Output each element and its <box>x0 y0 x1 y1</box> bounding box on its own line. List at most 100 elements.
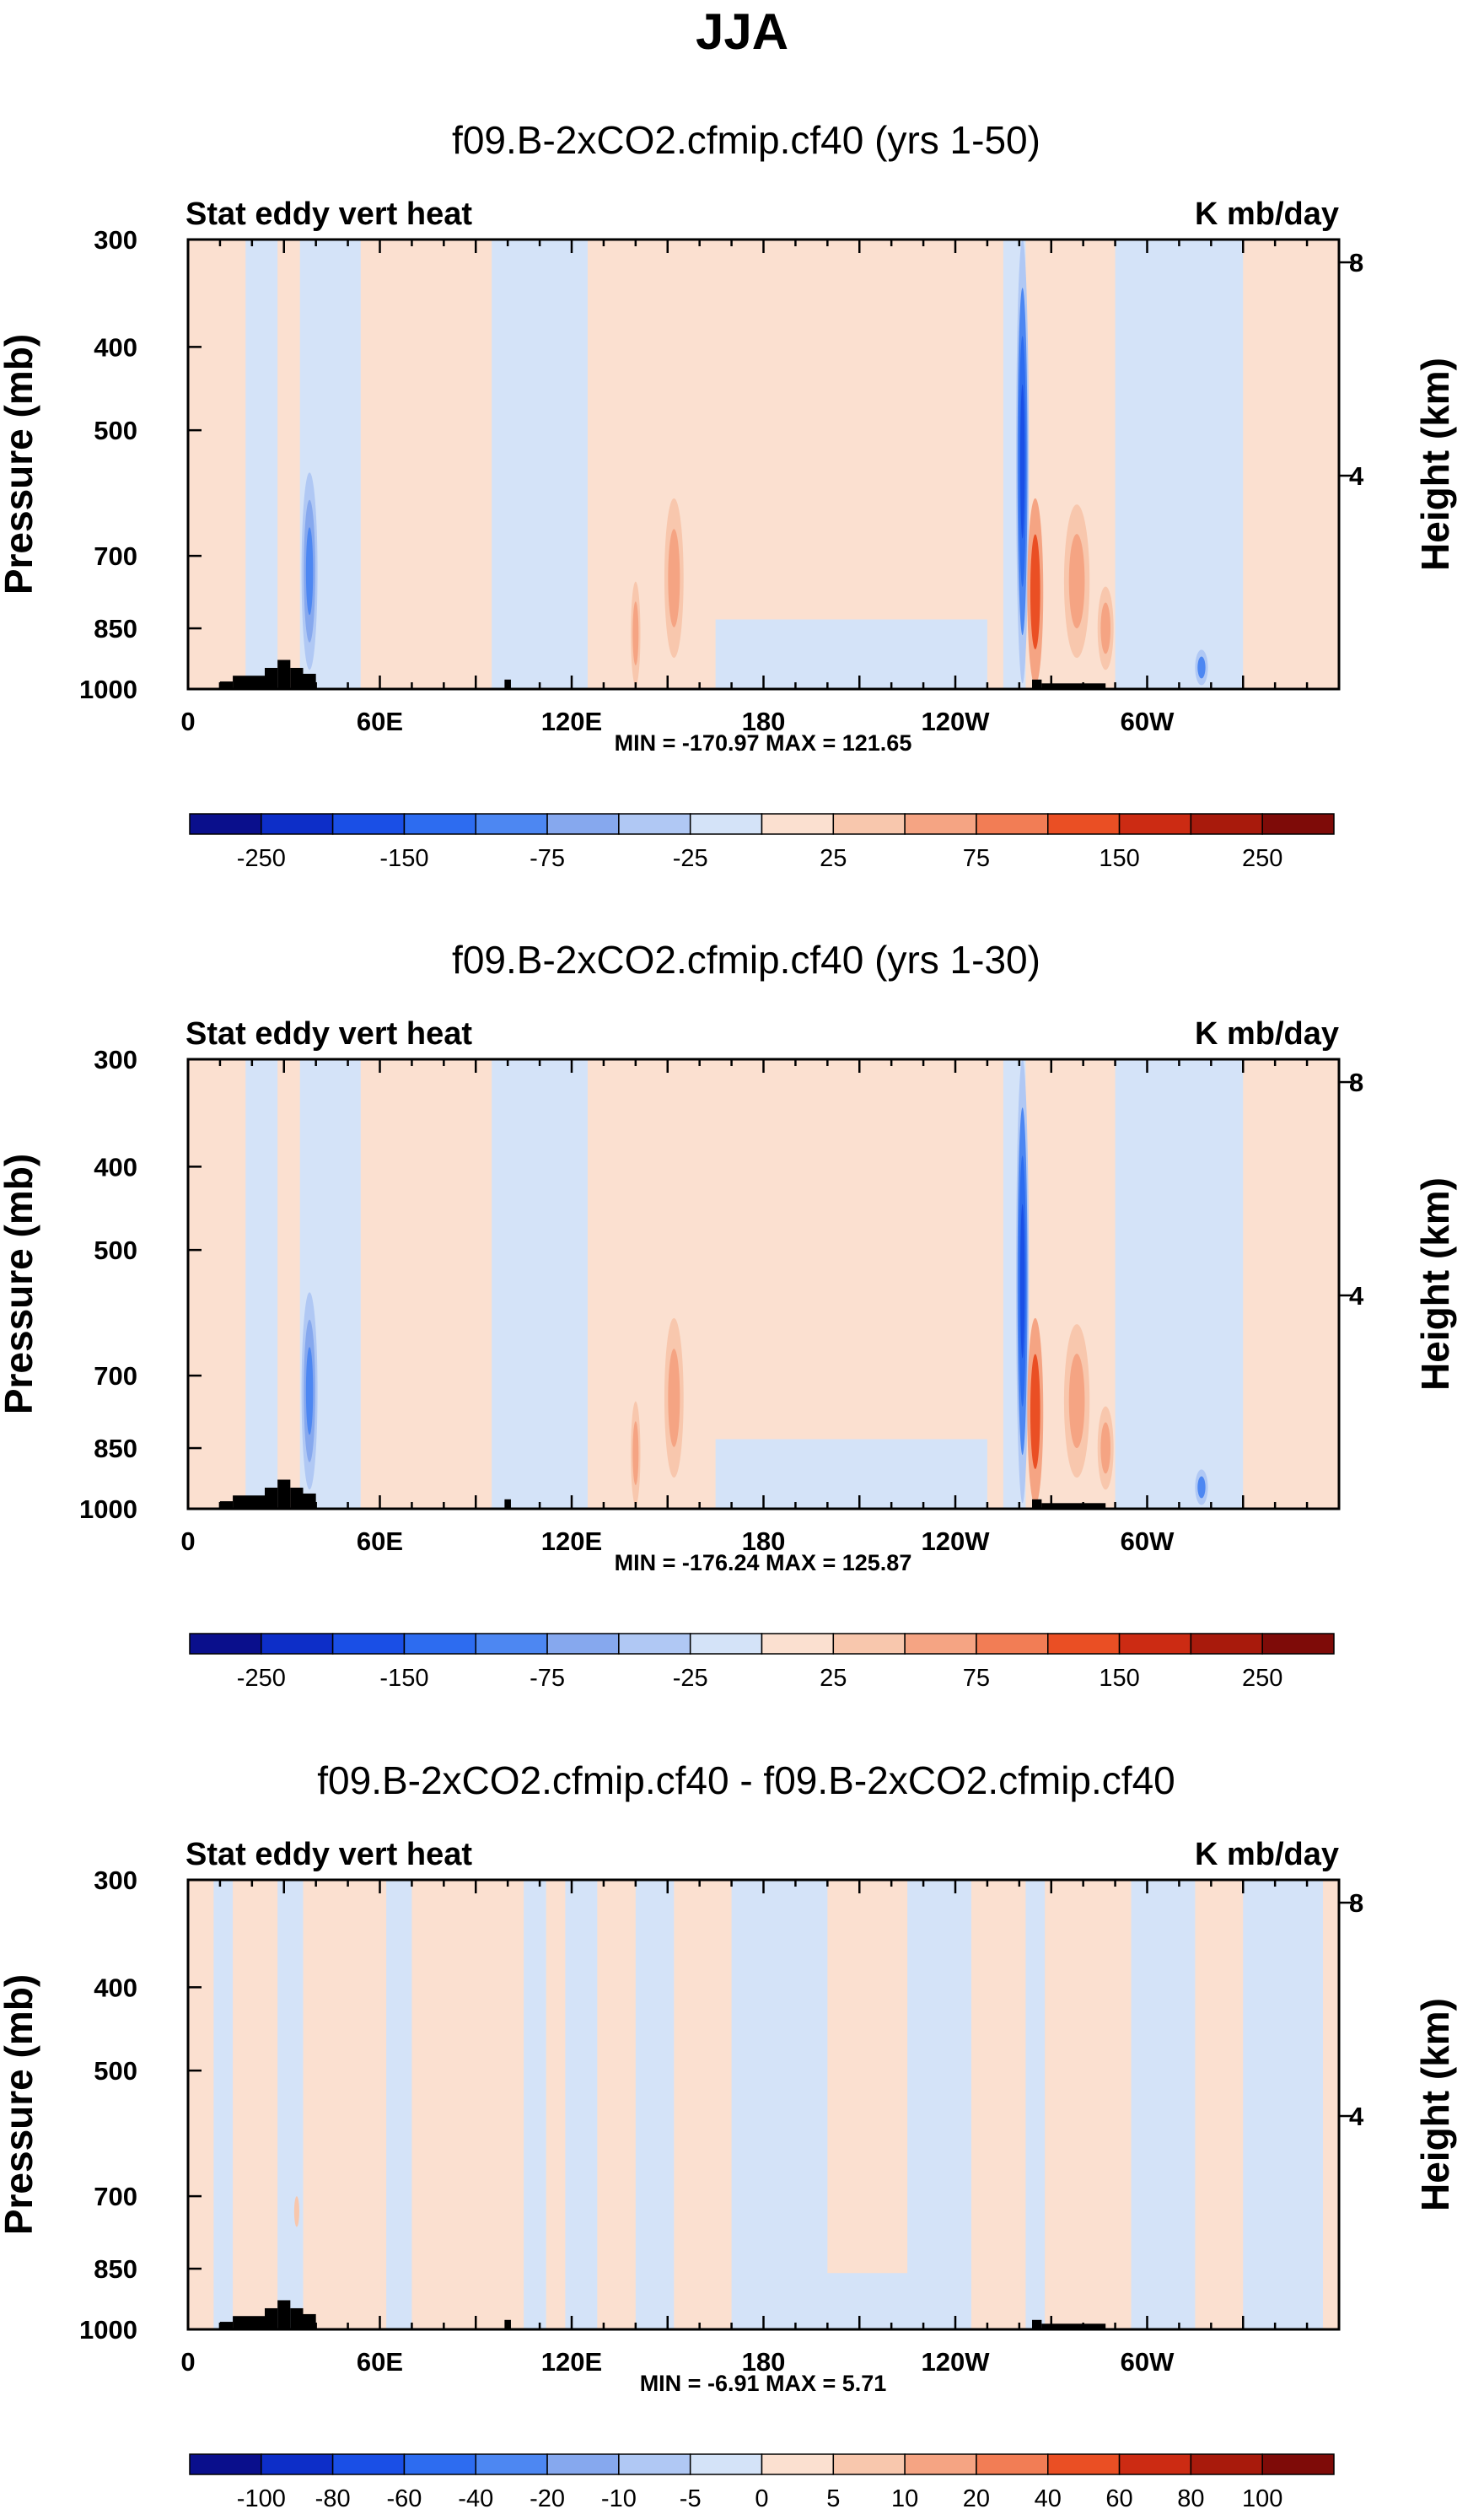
colorbar-label: -40 <box>458 2485 493 2509</box>
y-right-tick-label: 4 <box>1349 1281 1364 1311</box>
colorbar-swatch <box>261 2453 334 2475</box>
colorbar-label: -75 <box>530 845 565 872</box>
colorbar-label: -150 <box>379 845 428 872</box>
y-tick-label: 700 <box>94 541 137 571</box>
colorbar-swatch <box>475 813 548 835</box>
y-tick-label: 850 <box>94 1434 137 1463</box>
topography-block <box>290 667 304 689</box>
x-tick-label: 60E <box>357 2347 403 2377</box>
colorbar-swatch <box>1118 2453 1192 2475</box>
colorbar-swatch <box>403 1633 476 1655</box>
field-lower-layer <box>715 619 987 689</box>
colorbar-label: 20 <box>963 2485 990 2509</box>
y-tick-label: 1000 <box>79 2315 137 2345</box>
y-tick-label: 500 <box>94 416 137 445</box>
colorbar-label: 5 <box>826 2485 840 2509</box>
topography-block <box>233 2316 265 2329</box>
x-tick-label: 120W <box>922 707 991 736</box>
x-tick-label: 180 <box>742 1526 786 1556</box>
field-negative-band <box>524 1880 546 2329</box>
field-negative-band <box>386 1880 412 2329</box>
colorbar-swatch <box>1261 2453 1335 2475</box>
x-tick-label: 120W <box>922 1526 991 1556</box>
topography-block <box>233 1495 265 1509</box>
colorbar-label: -75 <box>530 1665 565 1692</box>
colorbar-swatch <box>1261 813 1335 835</box>
y-right-tick-label: 4 <box>1349 461 1364 491</box>
topography-block <box>1032 2319 1042 2329</box>
colorbar-swatch <box>689 2453 763 2475</box>
field-plot <box>188 240 1339 689</box>
colorbar-swatch <box>976 2453 1049 2475</box>
x-tick-label: 60W <box>1121 1526 1175 1556</box>
topography-block <box>233 676 265 689</box>
y-tick-label: 700 <box>94 1361 137 1391</box>
colorbar-swatch <box>1261 1633 1335 1655</box>
colorbar-label: 250 <box>1242 845 1282 872</box>
field-feature <box>632 601 639 665</box>
colorbar-swatch <box>331 813 406 835</box>
field-feature <box>1019 1203 1025 1359</box>
colorbar-swatch <box>403 813 476 835</box>
y-tick-label: 300 <box>94 1045 137 1074</box>
topography-block <box>265 1487 278 1509</box>
colorbar-swatch <box>475 2453 548 2475</box>
panel-1: f09.B-2xCO2.cfmip.cf40 (yrs 1-50) Stat ed… <box>0 118 1457 872</box>
topography-block <box>1041 683 1106 689</box>
colorbar-label: 25 <box>820 845 847 872</box>
colorbar-swatch <box>689 1633 763 1655</box>
field-lower-layer <box>763 2273 924 2329</box>
topography-block <box>277 2300 291 2329</box>
x-tick-label: 60E <box>357 1526 403 1556</box>
colorbar-label: 0 <box>755 2485 768 2509</box>
colorbar-swatch <box>1118 813 1192 835</box>
field-negative-band <box>245 240 278 689</box>
topography-block <box>219 1501 234 1509</box>
x-tick-label: 120E <box>541 707 602 736</box>
colorbar: -250 -150 -75 -25 25 75 150 250 <box>189 813 1335 872</box>
min-max-stats: MIN = -170.97 MAX = 121.65 <box>615 730 912 756</box>
field-negative-band <box>492 240 588 689</box>
topography-block <box>277 660 291 689</box>
colorbar-swatch <box>261 1633 334 1655</box>
colorbar-label: 75 <box>963 1665 990 1692</box>
x-tick-label: 120E <box>541 1526 602 1556</box>
colorbar-swatch <box>904 813 977 835</box>
y-right-tick-label: 8 <box>1349 1068 1363 1097</box>
colorbar-label: 250 <box>1242 1665 1282 1692</box>
colorbar-label: -25 <box>673 845 708 872</box>
colorbar-label: 60 <box>1105 2485 1132 2509</box>
field-plot <box>188 1059 1339 1509</box>
x-tick-label: 0 <box>180 2347 195 2377</box>
colorbar-swatch <box>1190 1633 1263 1655</box>
field-feature <box>1068 1354 1085 1449</box>
colorbar-swatch <box>475 1633 548 1655</box>
colorbar-swatch <box>403 2453 476 2475</box>
x-tick-label: 180 <box>742 2347 786 2377</box>
field-negative-band <box>907 1880 971 2329</box>
colorbar-label: -60 <box>386 2485 422 2509</box>
field-plot <box>188 1880 1339 2329</box>
topography-block <box>290 2307 304 2329</box>
subtitle-right: K mb/day <box>1195 1837 1339 1872</box>
y-tick-label: 400 <box>94 1973 137 2002</box>
field-negative-band <box>1115 240 1244 689</box>
y-tick-label: 1000 <box>79 1494 137 1524</box>
colorbar-swatch <box>331 1633 406 1655</box>
panel-title: f09.B-2xCO2.cfmip.cf40 - f09.B-2xCO2.cfm… <box>317 1758 1175 1802</box>
panel-3: f09.B-2xCO2.cfmip.cf40 - f09.B-2xCO2.cfm… <box>0 1758 1457 2509</box>
field-negative-band <box>245 1059 278 1509</box>
field-feature <box>1197 656 1206 679</box>
colorbar-label: -150 <box>379 1665 428 1692</box>
y-right-axis-label: Height (km) <box>1413 1177 1457 1391</box>
colorbar-swatch <box>546 2453 620 2475</box>
colorbar-swatch <box>832 2453 906 2475</box>
topography-block <box>303 1493 316 1509</box>
colorbar-label: -250 <box>237 1665 286 1692</box>
min-max-stats: MIN = -176.24 MAX = 125.87 <box>615 1550 912 1575</box>
field-feature <box>305 1347 314 1435</box>
topography-block <box>1041 2323 1106 2329</box>
topography-block <box>1032 679 1042 689</box>
field-feature <box>1030 534 1040 649</box>
topography-block <box>277 1479 291 1509</box>
